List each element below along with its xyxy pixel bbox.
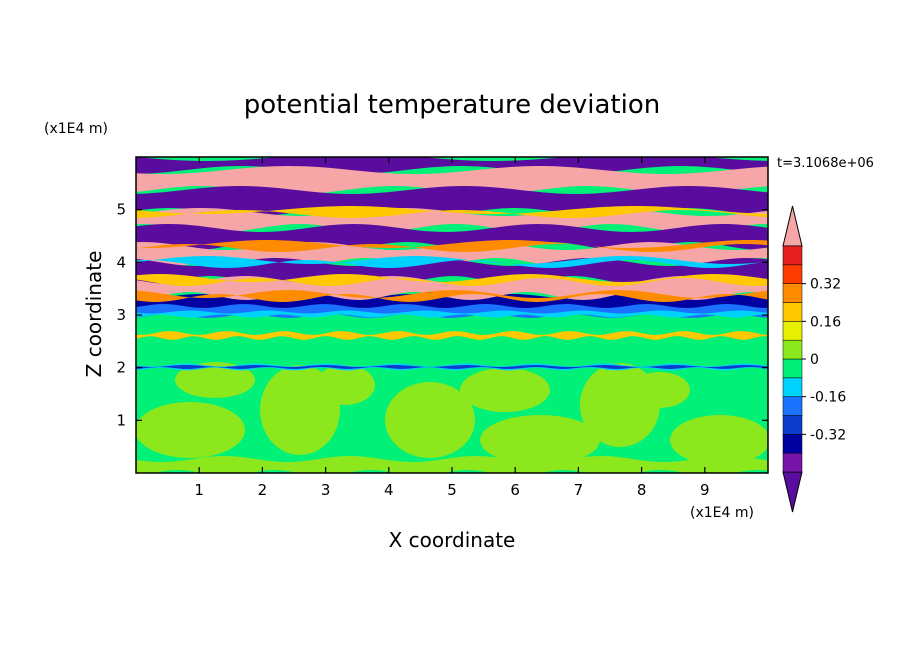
chart-title: potential temperature deviation <box>244 90 660 120</box>
colorbar-swatch <box>782 396 803 416</box>
x-tick-label: 5 <box>447 481 457 499</box>
colorbar-swatch <box>782 415 803 435</box>
colorbar-swatch <box>782 283 803 303</box>
y-tick-label: 2 <box>116 359 126 377</box>
field-fringe <box>136 256 768 268</box>
field-band <box>136 331 768 340</box>
field-fringe <box>136 290 768 302</box>
colorbar-swatch <box>782 339 803 360</box>
y-axis-title: Z coordinate <box>82 251 106 378</box>
colorbar: 0.32 0.16 0 -0.16 -0.32 <box>782 205 846 513</box>
time-label: t=3.1068e+06 <box>777 156 874 171</box>
x-tick-label: 8 <box>637 481 647 499</box>
colorbar-label: -0.32 <box>810 427 846 443</box>
x-unit-label: (x1E4 m) <box>690 505 754 521</box>
field-layer <box>136 157 768 473</box>
field-band <box>136 166 768 194</box>
field-band <box>136 310 768 318</box>
colorbar-swatch <box>782 358 803 379</box>
field-band <box>136 456 768 473</box>
x-tick-label: 6 <box>510 481 520 499</box>
colorbar-swatch <box>782 245 803 266</box>
field-blob <box>385 382 475 458</box>
colorbar-label: 0.32 <box>810 277 841 293</box>
field-blob <box>630 372 690 408</box>
x-axis-title: X coordinate <box>389 528 516 552</box>
field-fringe <box>136 274 768 286</box>
colorbar-swatch <box>782 264 803 284</box>
colorbar-label: 0 <box>810 352 819 368</box>
colorbar-swatch <box>782 377 803 397</box>
y-axis: 1 2 3 4 5 <box>116 201 768 429</box>
y-tick-label: 5 <box>116 201 126 219</box>
field-blob <box>175 362 255 398</box>
field-band <box>136 157 768 174</box>
y-tick-label: 1 <box>116 411 126 429</box>
field-blob <box>480 415 600 465</box>
x-tick-label: 4 <box>384 481 394 499</box>
field-blob <box>670 415 768 465</box>
x-tick-label: 3 <box>321 481 331 499</box>
field-blob <box>315 365 375 405</box>
field-blob <box>136 402 245 458</box>
x-tick-label: 2 <box>258 481 268 499</box>
field-blob <box>460 368 550 412</box>
y-tick-label: 4 <box>116 253 126 271</box>
field-band <box>136 365 768 369</box>
field-band <box>136 258 768 284</box>
x-tick-label: 7 <box>574 481 584 499</box>
colorbar-swatch <box>782 452 803 473</box>
plot-area <box>136 157 768 473</box>
colorbar-lower-extension <box>782 471 803 513</box>
field-fringe <box>136 240 768 252</box>
colorbar-swatch <box>782 302 803 322</box>
x-axis: 1 2 3 4 5 6 7 8 9 <box>194 157 710 499</box>
colorbar-label: 0.16 <box>810 314 841 330</box>
colorbar-upper-extension <box>782 205 803 247</box>
field-fringe <box>136 206 768 218</box>
x-tick-label: 9 <box>700 481 710 499</box>
y-unit-label: (x1E4 m) <box>44 121 108 137</box>
colorbar-swatch <box>782 434 803 454</box>
x-tick-label: 1 <box>194 481 204 499</box>
y-tick-label: 3 <box>116 306 126 324</box>
colorbar-label: -0.16 <box>810 390 846 406</box>
colorbar-swatch <box>782 321 803 341</box>
